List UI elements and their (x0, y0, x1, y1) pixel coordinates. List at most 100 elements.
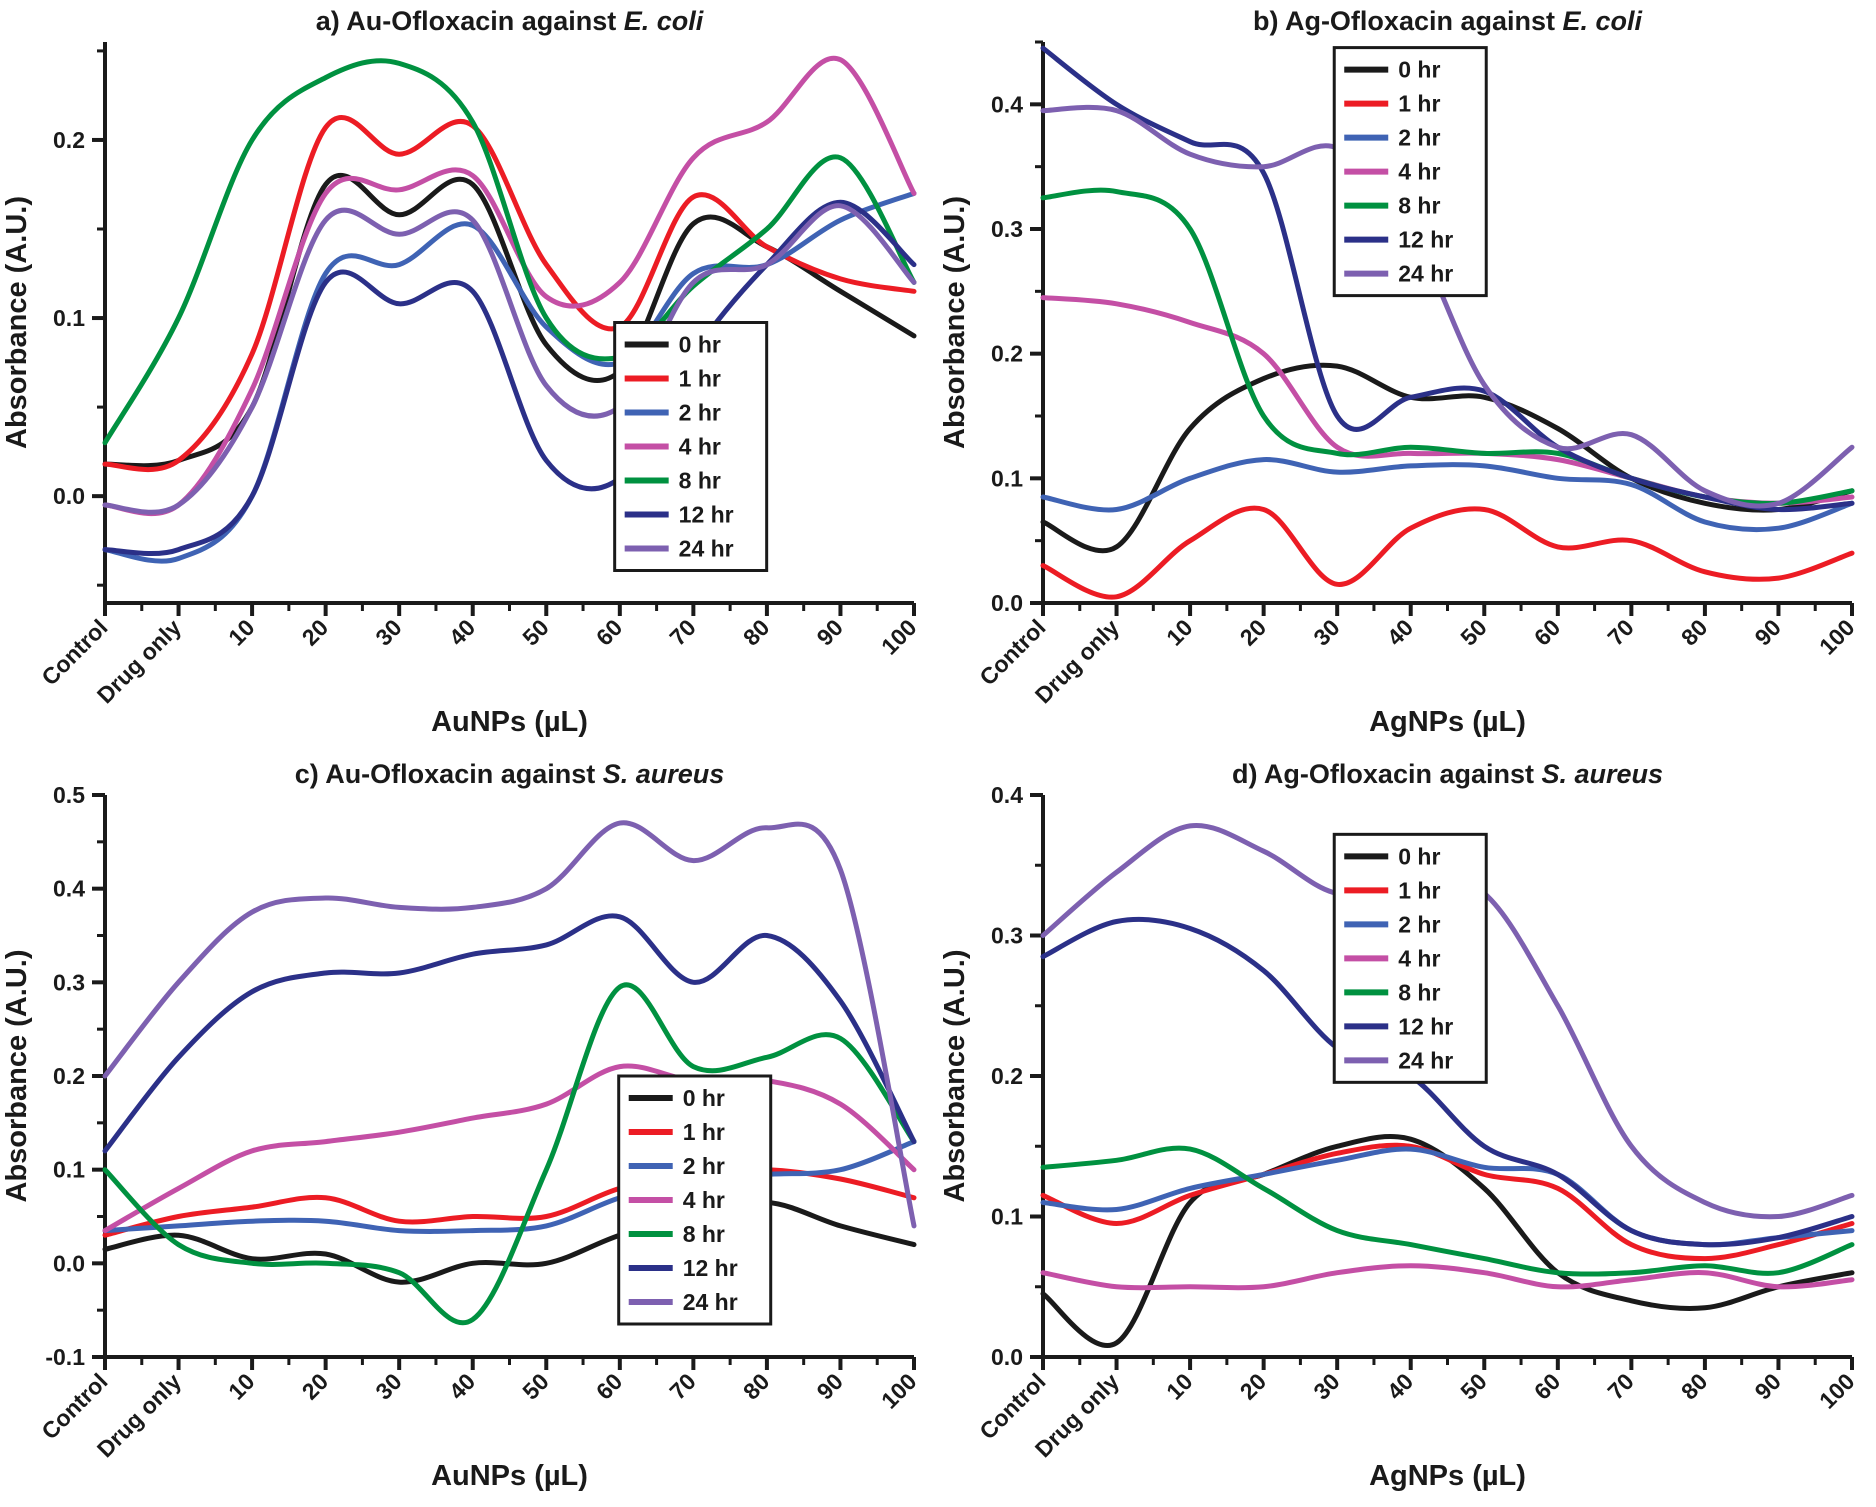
legend-label-1-hr: 1 hr (1398, 91, 1440, 117)
legend-label-12-hr: 12 hr (1398, 227, 1453, 253)
series-line-24-hr (1040, 104, 1855, 509)
y-tick-label: 0.0 (53, 483, 85, 509)
x-tick-label: 90 (1750, 1368, 1786, 1404)
legend-label-24-hr: 24 hr (1398, 261, 1453, 287)
legend-label-2-hr: 2 hr (1398, 125, 1440, 151)
legend-label-2-hr: 2 hr (683, 1153, 725, 1179)
y-tick-label: 0.2 (991, 341, 1023, 367)
series-line-24-hr (102, 203, 917, 515)
legend-label-12-hr: 12 hr (683, 1255, 738, 1281)
legend-label-24-hr: 24 hr (1398, 1047, 1453, 1073)
legend-label-12-hr: 12 hr (1398, 1013, 1453, 1039)
series-group (1040, 45, 1855, 600)
series-line-2-hr (1040, 457, 1855, 533)
x-axis-label: AgNPs (µL) (1369, 1460, 1526, 1492)
series-line-4-hr (1040, 1263, 1855, 1291)
x-tick-label: 70 (664, 614, 700, 650)
y-tick-label: 0.3 (53, 969, 85, 995)
x-tick-label: 40 (1382, 1368, 1418, 1404)
legend-label-0-hr: 0 hr (679, 332, 721, 358)
x-tick-label: 50 (517, 1368, 553, 1404)
legend-label-4-hr: 4 hr (683, 1187, 725, 1213)
series-line-0-hr (1040, 362, 1855, 554)
y-tick-label: 0.0 (53, 1250, 85, 1276)
y-tick-label: -0.1 (45, 1344, 85, 1370)
x-tick-label: 50 (1455, 1368, 1491, 1404)
x-tick-label: 70 (1602, 614, 1638, 650)
y-tick-label: 0.1 (991, 1204, 1023, 1230)
y-tick-label: 0.1 (53, 1157, 85, 1183)
y-tick-label: 0.4 (53, 876, 85, 902)
legend-label-2-hr: 2 hr (679, 400, 721, 426)
series-group (102, 55, 917, 564)
x-tick-label: 90 (812, 614, 848, 650)
x-axis-label: AuNPs (µL) (431, 706, 588, 738)
series-line-0-hr (102, 1199, 917, 1285)
legend-label-8-hr: 8 hr (1398, 979, 1440, 1005)
y-tick-label: 0.4 (991, 782, 1023, 808)
x-tick-label: 10 (1161, 614, 1197, 650)
series-group (1040, 822, 1855, 1348)
legend-label-4-hr: 4 hr (1398, 159, 1440, 185)
series-line-1-hr (1040, 505, 1855, 600)
axes-spines (103, 795, 914, 1359)
x-tick-label: Control (974, 614, 1050, 690)
y-tick-label: 0.2 (53, 127, 85, 153)
x-tick-label: 70 (664, 1368, 700, 1404)
y-tick-label: 0.2 (53, 1063, 85, 1089)
series-line-8-hr (1040, 1145, 1855, 1277)
chart-title: b) Ag-Ofloxacin against E. coli (1253, 6, 1643, 36)
x-tick-label: 60 (1529, 1368, 1565, 1404)
x-tick-label: 40 (444, 1368, 480, 1404)
y-tick-label: 0.5 (53, 782, 85, 808)
series-line-24-hr (102, 820, 917, 1229)
chart-title: a) Au-Ofloxacin against E. coli (316, 6, 704, 36)
y-tick-label: 0.2 (991, 1063, 1023, 1089)
x-tick-label: 20 (1235, 614, 1271, 650)
x-axis-label: AuNPs (µL) (431, 1460, 588, 1492)
x-tick-label: 30 (370, 614, 406, 650)
y-tick-label: 0.4 (991, 91, 1023, 117)
x-tick-label: 30 (1308, 1368, 1344, 1404)
chart-title: c) Au-Ofloxacin against S. aureus (295, 759, 725, 789)
x-tick-label: 100 (876, 1368, 922, 1414)
series-line-4-hr (102, 1063, 917, 1234)
x-tick-label: 80 (738, 1368, 774, 1404)
x-tick-label: 100 (876, 614, 922, 660)
legend-label-0-hr: 0 hr (1398, 843, 1440, 869)
x-tick-label: 40 (444, 614, 480, 650)
series-line-12-hr (1040, 45, 1855, 513)
x-tick-label: Control (36, 1368, 112, 1444)
x-tick-label: 70 (1602, 1368, 1638, 1404)
chart-title: d) Ag-Ofloxacin against S. aureus (1232, 759, 1663, 789)
legend-label-2-hr: 2 hr (1398, 911, 1440, 937)
legend-label-12-hr: 12 hr (679, 502, 734, 528)
y-axis-label: Absorbance (A.U.) (939, 950, 971, 1203)
x-tick-label: 60 (591, 1368, 627, 1404)
y-axis-label: Absorbance (A.U.) (1, 196, 33, 449)
series-line-8-hr (102, 58, 917, 446)
x-tick-label: 30 (1308, 614, 1344, 650)
x-tick-label: 10 (1161, 1368, 1197, 1404)
y-tick-label: 0.3 (991, 923, 1023, 949)
x-tick-label: 80 (1676, 1368, 1712, 1404)
series-line-4-hr (102, 55, 917, 517)
y-axis-ticks: 0.0 0.1 0.2 (53, 49, 105, 587)
legend: 0 hr 1 hr 2 hr 4 hr 8 hr 12 hr 24 hr (613, 321, 769, 572)
x-tick-label: 10 (223, 1368, 259, 1404)
legend-label-4-hr: 4 hr (679, 434, 721, 460)
y-tick-label: 0.1 (53, 305, 85, 331)
y-tick-label: 0.0 (991, 590, 1023, 616)
legend-label-4-hr: 4 hr (1398, 945, 1440, 971)
y-tick-label: 0.1 (991, 465, 1023, 491)
series-line-12-hr (1040, 916, 1855, 1248)
legend-label-24-hr: 24 hr (683, 1289, 738, 1315)
legend-label-8-hr: 8 hr (683, 1221, 725, 1247)
y-axis-ticks: -0.1 0.0 0.1 0.2 0.3 0.4 0.5 (45, 782, 105, 1370)
